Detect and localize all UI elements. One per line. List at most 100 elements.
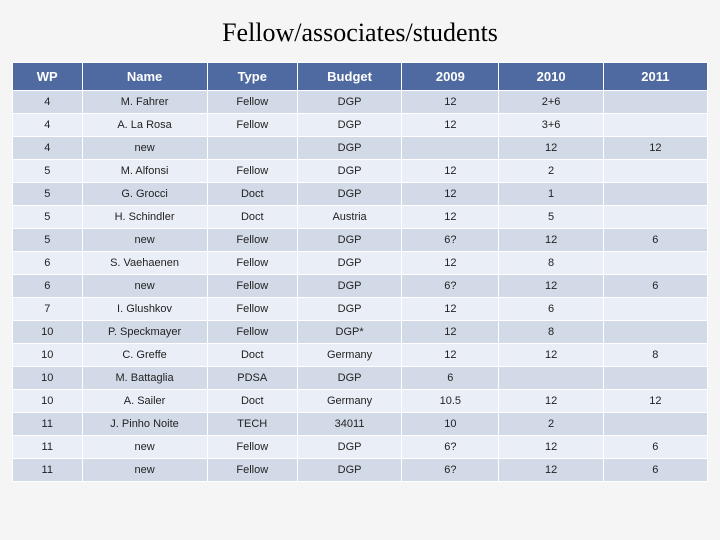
table-cell: 8 (603, 344, 707, 367)
table-cell: DGP (297, 367, 401, 390)
table-cell: 12 (402, 91, 499, 114)
table-cell: Doct (207, 206, 297, 229)
table-cell (603, 298, 707, 321)
table-cell: 5 (13, 229, 83, 252)
table-cell: DGP (297, 459, 401, 482)
table-cell: 6? (402, 459, 499, 482)
table-cell: H. Schindler (82, 206, 207, 229)
table-cell: Austria (297, 206, 401, 229)
table-cell: new (82, 275, 207, 298)
table-cell: Fellow (207, 114, 297, 137)
table-cell: DGP (297, 114, 401, 137)
table-row: 5G. GrocciDoctDGP121 (13, 183, 708, 206)
table-cell: 4 (13, 137, 83, 160)
table-row: 11newFellowDGP6?126 (13, 436, 708, 459)
table-cell (499, 367, 603, 390)
table-row: 10C. GreffeDoctGermany12128 (13, 344, 708, 367)
table-cell: DGP (297, 436, 401, 459)
table-cell: 2 (499, 413, 603, 436)
table-cell: 12 (499, 344, 603, 367)
table-cell: 10.5 (402, 390, 499, 413)
table-row: 11J. Pinho NoiteTECH34011102 (13, 413, 708, 436)
table-cell: 12 (402, 114, 499, 137)
table-cell: DGP (297, 183, 401, 206)
table-cell: 12 (499, 229, 603, 252)
table-cell: 6 (402, 367, 499, 390)
table-cell: Fellow (207, 436, 297, 459)
table-cell: M. Battaglia (82, 367, 207, 390)
table-cell: 12 (402, 321, 499, 344)
table-cell: 11 (13, 459, 83, 482)
table-cell: 11 (13, 413, 83, 436)
table-cell: 3+6 (499, 114, 603, 137)
table-cell: 2 (499, 160, 603, 183)
table-cell: 5 (13, 160, 83, 183)
col-2011: 2011 (603, 63, 707, 91)
table-cell: 10 (13, 344, 83, 367)
table-row: 4M. FahrerFellowDGP122+6 (13, 91, 708, 114)
table-cell: DGP (297, 298, 401, 321)
col-budget: Budget (297, 63, 401, 91)
table-cell: 8 (499, 252, 603, 275)
table-cell: 12 (499, 275, 603, 298)
table-cell: 7 (13, 298, 83, 321)
table-cell: 12 (402, 206, 499, 229)
table-cell: Fellow (207, 459, 297, 482)
table-cell: Germany (297, 344, 401, 367)
table-cell: Doct (207, 183, 297, 206)
table-cell (603, 206, 707, 229)
col-2010: 2010 (499, 63, 603, 91)
col-name: Name (82, 63, 207, 91)
table-cell: I. Glushkov (82, 298, 207, 321)
table-cell: 12 (402, 183, 499, 206)
table-cell: 1 (499, 183, 603, 206)
table-cell: 5 (13, 183, 83, 206)
table-cell: new (82, 436, 207, 459)
table-cell: 5 (499, 206, 603, 229)
table-cell (603, 252, 707, 275)
table-cell: 5 (13, 206, 83, 229)
table-cell: 6 (603, 436, 707, 459)
table-row: 6newFellowDGP6?126 (13, 275, 708, 298)
table-row: 4A. La RosaFellowDGP123+6 (13, 114, 708, 137)
table-cell: 6 (499, 298, 603, 321)
table-cell: G. Grocci (82, 183, 207, 206)
table-row: 11newFellowDGP6?126 (13, 459, 708, 482)
table-cell: PDSA (207, 367, 297, 390)
col-type: Type (207, 63, 297, 91)
table-cell (207, 137, 297, 160)
col-wp: WP (13, 63, 83, 91)
table-cell: new (82, 229, 207, 252)
table-cell: A. La Rosa (82, 114, 207, 137)
table-cell (402, 137, 499, 160)
table-cell: new (82, 459, 207, 482)
slide: Fellow/associates/students WP Name Type … (0, 0, 720, 540)
page-title: Fellow/associates/students (12, 18, 708, 48)
table-cell: Fellow (207, 252, 297, 275)
table-row: 10P. SpeckmayerFellowDGP*128 (13, 321, 708, 344)
table-cell (603, 367, 707, 390)
table-cell (603, 183, 707, 206)
table-cell: Fellow (207, 229, 297, 252)
table-cell: DGP (297, 160, 401, 183)
table-cell: 12 (499, 137, 603, 160)
table-row: 5M. AlfonsiFellowDGP122 (13, 160, 708, 183)
table-cell: 10 (13, 367, 83, 390)
table-cell: Fellow (207, 275, 297, 298)
table-row: 5newFellowDGP6?126 (13, 229, 708, 252)
table-cell: TECH (207, 413, 297, 436)
table-cell: 8 (499, 321, 603, 344)
table-cell: 4 (13, 114, 83, 137)
table-cell: DGP (297, 137, 401, 160)
table-cell (603, 413, 707, 436)
table-cell: 12 (499, 459, 603, 482)
table-cell: Germany (297, 390, 401, 413)
table-cell: DGP (297, 91, 401, 114)
table-cell: 6? (402, 229, 499, 252)
table-cell: DGP (297, 229, 401, 252)
table-cell (603, 321, 707, 344)
table-cell: 4 (13, 91, 83, 114)
table-cell: 12 (499, 436, 603, 459)
table-cell: 11 (13, 436, 83, 459)
table-cell: 6 (13, 275, 83, 298)
